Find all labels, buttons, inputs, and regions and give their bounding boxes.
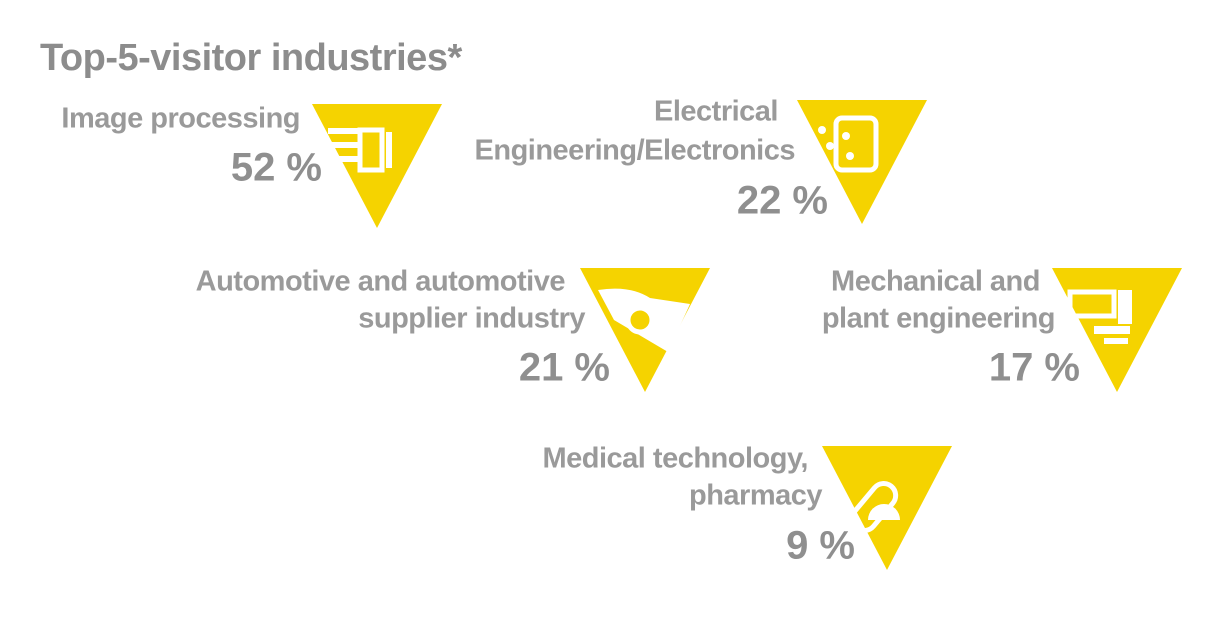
item-label: Automotive and automotive	[196, 266, 566, 298]
item-label: plant engineering	[822, 303, 1055, 335]
pill-icon	[849, 481, 900, 533]
item-label: Electrical	[654, 96, 778, 128]
item-share: 17 %	[989, 346, 1080, 390]
item-label: supplier industry	[358, 303, 585, 335]
title: Top-5-visitor industries*	[40, 37, 462, 79]
item-label: Mechanical and	[831, 266, 1040, 298]
item-share: 9 %	[786, 524, 855, 568]
icons	[322, 115, 1132, 533]
item-share: 21 %	[519, 346, 610, 390]
triangle	[312, 104, 442, 228]
item-share: 22 %	[737, 179, 828, 223]
triangle	[797, 100, 927, 224]
camera-icon	[322, 127, 392, 173]
labels: Image processing 52 % Electrical Engineerin…	[61, 96, 1080, 568]
circuit-icon	[818, 115, 879, 173]
item-label: Image processing	[61, 103, 300, 135]
machine-icon	[1067, 289, 1132, 344]
car-icon	[598, 288, 690, 352]
item-label: Medical technology,	[542, 443, 808, 475]
item-share: 52 %	[231, 146, 322, 190]
item-label: pharmacy	[689, 480, 822, 512]
item-label: Engineering/Electronics	[475, 135, 795, 167]
